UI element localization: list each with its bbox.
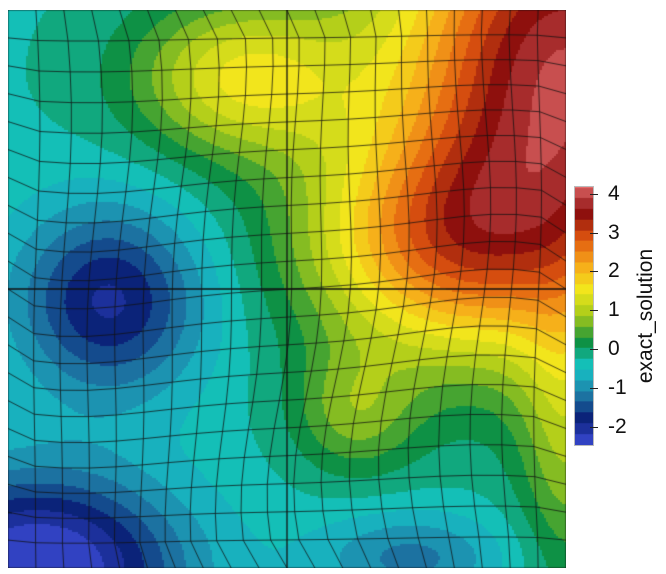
colorbar-title: exact_solution	[634, 248, 657, 384]
colorbar-tick-label: 2	[608, 259, 620, 283]
colorbar-tick-label: -1	[608, 375, 627, 399]
field-plot[interactable]	[8, 10, 566, 568]
colorbar-tick-label: 3	[608, 220, 620, 244]
colorbar-tick-label: 1	[608, 298, 620, 322]
colorbar-tick	[590, 387, 598, 389]
colorbar-tick-label: 4	[608, 181, 620, 205]
colorbar-tick	[590, 271, 598, 273]
colorbar-tick	[590, 232, 598, 234]
colorbar-tick	[590, 193, 598, 195]
colorbar-tick	[590, 310, 598, 312]
colorbar	[574, 186, 594, 446]
colorbar-tick-label: 0	[608, 336, 620, 360]
colorbar-tick-label: -2	[608, 414, 627, 438]
colorbar-tick	[590, 426, 598, 428]
colorbar-tick	[590, 348, 598, 350]
